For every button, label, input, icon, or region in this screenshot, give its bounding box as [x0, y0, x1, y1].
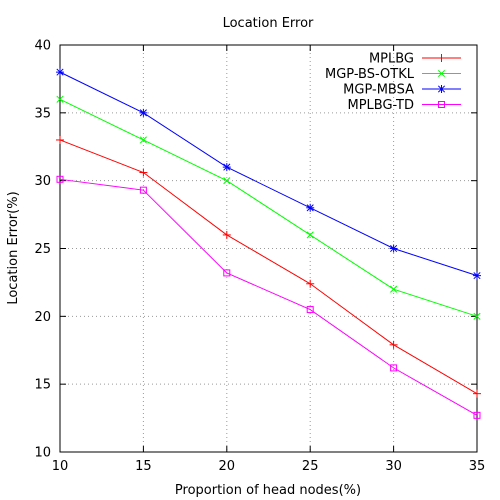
data-point [222, 163, 231, 172]
data-point [139, 186, 147, 194]
x-tick-label: 30 [385, 459, 402, 474]
series-line [59, 178, 478, 416]
x-axis-label: Proportion of head nodes(%) [175, 483, 361, 498]
legend-marker [438, 101, 445, 108]
legend-label: MGP-MBSA [343, 83, 414, 98]
legend-label: MPLBG [369, 52, 414, 67]
series-line [59, 139, 478, 395]
data-point [390, 285, 398, 293]
legend-item: MPLBG-TD [347, 98, 461, 113]
data-point [473, 389, 481, 398]
grid-lines [60, 45, 477, 452]
chart-title: Location Error [223, 16, 314, 31]
series-mgp-bs-otkl [56, 95, 481, 320]
y-tick-label: 30 [34, 174, 51, 189]
legend-item: MGP-MBSA [343, 83, 461, 98]
legend-item: MGP-BS-OTKL [325, 67, 461, 82]
data-point [139, 168, 148, 177]
legend-marker [437, 85, 446, 93]
data-point [56, 68, 64, 77]
y-tick-label: 20 [34, 310, 51, 325]
axis-ticks: 10 15 20 25 30 35 10 15 20 25 30 35 40 [34, 39, 485, 475]
legend-marker [437, 54, 446, 62]
data-point [56, 175, 64, 183]
legend-label: MPLBG-TD [347, 98, 414, 113]
data-point [306, 279, 315, 288]
data-point [139, 136, 147, 144]
series-mgp-mbsa [56, 68, 481, 280]
data-point [306, 306, 314, 314]
series-mplbg [56, 135, 481, 398]
y-tick-label: 10 [34, 446, 51, 461]
series-line [59, 98, 478, 317]
x-tick-label: 20 [219, 459, 236, 474]
data-point [473, 271, 481, 280]
data-point [306, 203, 315, 212]
legend-label: MGP-BS-OTKL [325, 67, 415, 82]
x-tick-label: 25 [302, 459, 319, 474]
data-point [139, 108, 148, 117]
x-tick-label: 10 [52, 459, 69, 474]
x-tick-label: 15 [135, 459, 152, 474]
data-point [390, 364, 398, 372]
data-point [389, 244, 398, 253]
data-point [56, 135, 64, 144]
data-point [473, 312, 481, 320]
legend-marker [437, 69, 446, 78]
y-axis-label: Location Error(%) [6, 191, 21, 304]
y-tick-label: 15 [34, 378, 51, 393]
data-point [223, 269, 231, 277]
data-point [389, 340, 398, 349]
series-mplbg-td [56, 175, 481, 419]
data-point [473, 411, 481, 419]
x-tick-label: 35 [469, 459, 486, 474]
y-tick-label: 25 [34, 242, 51, 257]
data-point [306, 231, 314, 239]
data-point [223, 177, 231, 185]
series-line [59, 71, 478, 277]
data-point [222, 230, 231, 239]
legend-item: MPLBG [369, 52, 461, 67]
data-point [56, 95, 64, 103]
y-tick-label: 40 [34, 39, 51, 54]
y-tick-label: 35 [34, 106, 51, 121]
data-series [56, 68, 481, 419]
